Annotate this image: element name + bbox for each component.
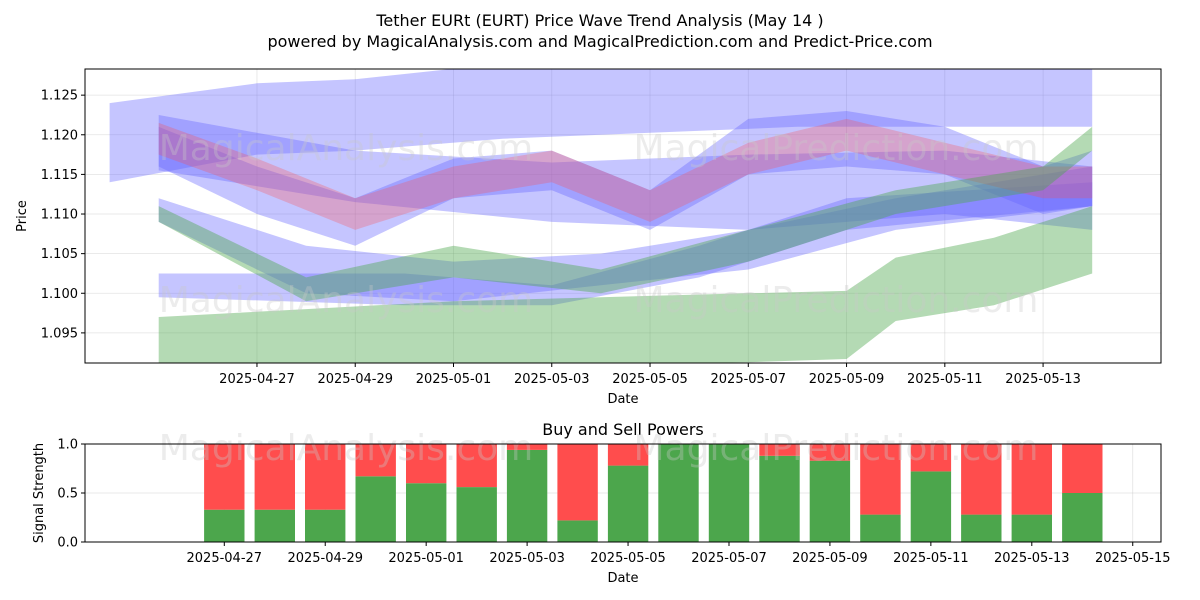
signal-y-tick-label: 0.0 [57,536,78,551]
price-x-tick-label: 2025-05-09 [809,372,885,387]
buy-bar [607,465,649,542]
sell-bar [557,444,598,521]
sell-bar [759,444,800,456]
sell-bar [860,444,901,515]
signal-x-tick-label: 2025-05-05 [590,551,666,566]
signal-x-tick-label: 2025-05-13 [994,551,1070,566]
sell-bar [406,444,447,484]
price-grid [85,69,1161,363]
signal-x-tick-label: 2025-05-09 [792,551,868,566]
price-band-green-7 [158,126,1093,302]
price-band-blue-2 [158,111,1093,246]
price-x-tick-label: 2025-05-03 [514,372,590,387]
price-x-tick-label: 2025-04-27 [219,372,295,387]
signal-x-axis: 2025-04-27 2025-04-29 2025-05-01 2025-05-03… [187,542,1171,566]
watermark-prediction-mid: MagicalPrediction.com [634,280,1039,321]
price-plot-frame [84,68,1162,364]
watermark-analysis-bottom: MagicalAnalysis.com [159,428,533,469]
buy-bar [506,449,548,542]
buy-bar [860,514,901,542]
signal-y-axis: 0.0 0.5 1.0 [57,438,85,551]
signal-x-tick-label: 2025-05-03 [489,551,565,566]
buy-bar [759,455,800,542]
sell-bar [809,444,851,461]
price-y-axis: 1.095 1.100 1.105 1.110 1.115 1.120 1.125 [41,89,85,341]
price-band-blue-0 [109,69,1093,183]
price-band-red-5 [158,118,1093,230]
signal-bars [204,444,1103,542]
sell-bar [204,444,245,510]
signal-x-tick-label: 2025-05-01 [388,551,464,566]
buy-bar [1011,514,1052,542]
price-y-tick-label: 1.115 [41,168,78,183]
price-x-tick-label: 2025-05-07 [711,372,787,387]
price-x-tick-label: 2025-05-13 [1005,372,1081,387]
sell-bar [1011,444,1052,515]
buy-bar [456,487,497,542]
buy-bar [961,514,1002,542]
signal-y-tick-label: 0.5 [57,487,78,502]
buy-bar [305,509,346,542]
price-band-blue-3 [158,166,1093,302]
price-y-tick-label: 1.125 [41,89,78,104]
signal-x-tick-label: 2025-05-07 [691,551,767,566]
signal-y-axis-label: Signal Strength [32,443,47,543]
buy-sell-title: Buy and Sell Powers [542,420,704,439]
price-wave-chart: MagicalAnalysis.com MagicalPrediction.co… [15,68,1162,407]
sell-bar [254,444,295,510]
buy-bar [204,509,245,542]
price-y-tick-label: 1.105 [41,247,78,262]
buy-bar [254,509,295,542]
signal-x-tick-label: 2025-05-11 [893,551,969,566]
sell-bar [456,444,497,488]
watermark-prediction-top: MagicalPrediction.com [634,128,1039,169]
watermark-prediction-bottom: MagicalPrediction.com [634,428,1039,469]
buy-bar [557,520,598,542]
chart-subtitle: powered by MagicalAnalysis.com and Magic… [267,32,932,51]
signal-x-axis-label: Date [607,571,638,586]
price-bands [109,69,1093,363]
sell-bar [961,444,1002,515]
chart-title: Tether EURt (EURT) Price Wave Trend Anal… [375,11,823,30]
signal-y-tick-label: 1.0 [57,438,78,453]
buy-bar [355,476,396,542]
watermark-analysis-top: MagicalAnalysis.com [159,128,533,169]
buy-bar [910,471,952,542]
signal-x-tick-label: 2025-04-29 [287,551,363,566]
sell-bar [355,444,396,477]
watermark-analysis-mid: MagicalAnalysis.com [159,280,533,321]
price-y-axis-label: Price [15,200,30,232]
sell-bar [607,444,649,466]
signal-x-tick-label: 2025-04-27 [187,551,263,566]
price-y-tick-label: 1.110 [41,208,78,223]
price-band-blue-1 [158,115,1093,230]
sell-bar [1062,444,1103,493]
buy-bar [658,444,699,542]
price-x-axis-label: Date [607,392,638,407]
price-x-tick-label: 2025-05-05 [612,372,688,387]
buy-bar [708,444,750,542]
buy-bar [1062,493,1103,542]
price-x-tick-label: 2025-04-29 [317,372,393,387]
buy-sell-chart: Buy and Sell Powers MagicalAnalysis.com … [32,420,1171,586]
price-y-tick-label: 1.095 [41,326,78,341]
price-x-tick-label: 2025-05-01 [416,372,492,387]
price-band-green-6 [158,206,1093,363]
price-x-tick-label: 2025-05-11 [907,372,983,387]
sell-bar [910,444,952,472]
sell-bar [305,444,346,510]
buy-bar [809,460,851,542]
price-y-tick-label: 1.120 [41,128,78,143]
signal-x-tick-label: 2025-05-15 [1095,551,1171,566]
sell-bar [506,444,548,450]
price-band-blue-4 [158,182,1093,306]
buy-bar [406,483,447,542]
price-x-axis: 2025-04-27 2025-04-29 2025-05-01 2025-05-03… [219,363,1081,387]
price-y-tick-label: 1.100 [41,287,78,302]
